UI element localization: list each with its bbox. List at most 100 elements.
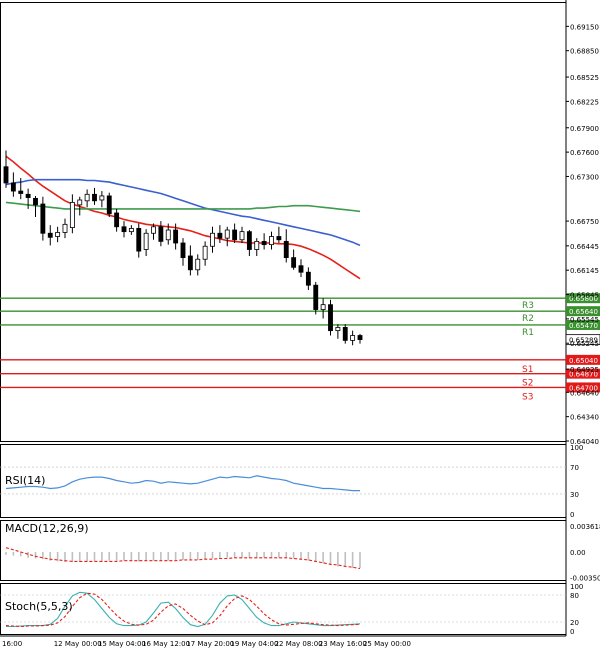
candle-body xyxy=(269,236,274,246)
candle xyxy=(10,172,16,197)
level-price-tag-r2 xyxy=(566,306,600,317)
candle-body xyxy=(254,240,260,250)
candle-body xyxy=(180,242,186,259)
candle-body xyxy=(151,226,156,234)
candle xyxy=(254,238,260,256)
candle xyxy=(335,324,341,339)
candle-body xyxy=(335,326,341,332)
candle xyxy=(210,226,215,253)
price-tick-label: 0.67900 xyxy=(570,125,599,133)
stoch-title: Stoch(5,5,3) xyxy=(5,600,73,613)
candle xyxy=(62,218,68,239)
candle xyxy=(276,226,282,244)
candle-body xyxy=(99,195,105,201)
candle xyxy=(313,281,319,315)
rsi-panel-frame xyxy=(0,444,567,518)
candle-body xyxy=(202,245,208,260)
level-price-label-r3: 0.65800 xyxy=(569,295,598,303)
level-name-s2: S2 xyxy=(522,379,533,389)
candle xyxy=(283,229,289,263)
support-resistance-levels: R3 0.65800 R2 0.65640 R1 0.65470 S1 0.65040 S2 0.… xyxy=(0,293,600,402)
candle-body xyxy=(320,304,326,310)
candle-body xyxy=(187,255,193,271)
candle xyxy=(232,223,238,244)
price-tick-label: 0.67600 xyxy=(570,149,599,157)
rsi-line xyxy=(5,475,360,492)
candle xyxy=(128,225,134,235)
candle xyxy=(298,259,304,278)
current-price-label: 0.65289 xyxy=(569,337,598,345)
candle xyxy=(69,194,75,234)
candle xyxy=(261,233,267,250)
candle-body xyxy=(128,227,134,233)
price-tick-label: 0.68850 xyxy=(570,48,599,56)
level-price-label-r2: 0.65640 xyxy=(569,308,598,316)
price-tick-label: 0.66145 xyxy=(570,267,599,275)
candle-body xyxy=(77,199,83,206)
stoch-tick-label: 20 xyxy=(570,619,579,627)
candle xyxy=(33,195,38,218)
stoch-signal-line xyxy=(5,592,361,628)
candle xyxy=(269,231,274,250)
level-name-r2: R2 xyxy=(522,314,534,324)
candle xyxy=(173,223,179,250)
macd-tick-label: -0.003507 xyxy=(570,574,600,582)
candle-body xyxy=(276,236,282,241)
macd-tick-label: 0.003618 xyxy=(570,523,600,531)
grid-lines xyxy=(0,466,566,623)
candle-body xyxy=(328,304,333,332)
price-tick-label: 0.65845 xyxy=(570,292,599,300)
candle-body xyxy=(55,232,61,237)
price-tick-label: 0.65545 xyxy=(570,316,599,324)
candle xyxy=(320,298,326,319)
level-price-label-r1: 0.65470 xyxy=(569,322,598,330)
candle xyxy=(25,188,31,209)
candle xyxy=(106,192,112,218)
moving-average-line-1 xyxy=(5,155,361,280)
candle-body xyxy=(33,197,38,206)
macd-signal-line xyxy=(5,547,361,570)
stoch-tick-label: 0 xyxy=(570,628,574,636)
candle-body xyxy=(246,231,252,250)
candle-body xyxy=(217,232,223,239)
level-name-r3: R3 xyxy=(522,301,534,311)
stoch-tick-label: 80 xyxy=(570,592,579,600)
macd-tick-label: 0.00 xyxy=(570,549,586,557)
candle xyxy=(328,299,333,336)
price-tick-label: 0.66445 xyxy=(570,243,599,251)
candle xyxy=(158,221,164,247)
candle-body xyxy=(158,226,164,242)
panel-frames xyxy=(0,0,567,637)
time-tick-label: 15 May 04:00 xyxy=(98,640,146,648)
level-price-label-s2: 0.64870 xyxy=(569,371,598,379)
candle xyxy=(195,254,201,276)
candle-body xyxy=(10,182,16,192)
moving-average-line-2 xyxy=(5,178,361,247)
candle xyxy=(291,249,297,270)
level-price-tag-s1 xyxy=(566,354,600,365)
candle-body xyxy=(106,195,112,215)
candle-body xyxy=(298,265,304,273)
rsi-tick-label: 0 xyxy=(570,511,574,519)
candle-body xyxy=(305,271,311,286)
candle xyxy=(180,238,186,266)
level-price-tag-r1 xyxy=(566,319,600,330)
rsi-title: RSI(14) xyxy=(5,474,45,487)
candle xyxy=(305,267,311,291)
candle-body xyxy=(25,193,31,198)
candle-body xyxy=(342,326,348,341)
candle xyxy=(55,226,61,243)
candle xyxy=(92,187,97,205)
price-tick-label: 0.67300 xyxy=(570,173,599,181)
candle-body xyxy=(114,212,120,228)
candle xyxy=(99,191,105,208)
candle-body xyxy=(239,231,245,241)
candle-body xyxy=(173,229,179,244)
level-name-s3: S3 xyxy=(522,392,533,402)
candle xyxy=(357,333,363,344)
time-tick-label: 22 May 08:00 xyxy=(275,640,323,648)
candle-body xyxy=(283,240,289,259)
time-tick-label: 16 May 12:00 xyxy=(142,640,190,648)
price-tick-label: 0.64640 xyxy=(570,389,599,397)
